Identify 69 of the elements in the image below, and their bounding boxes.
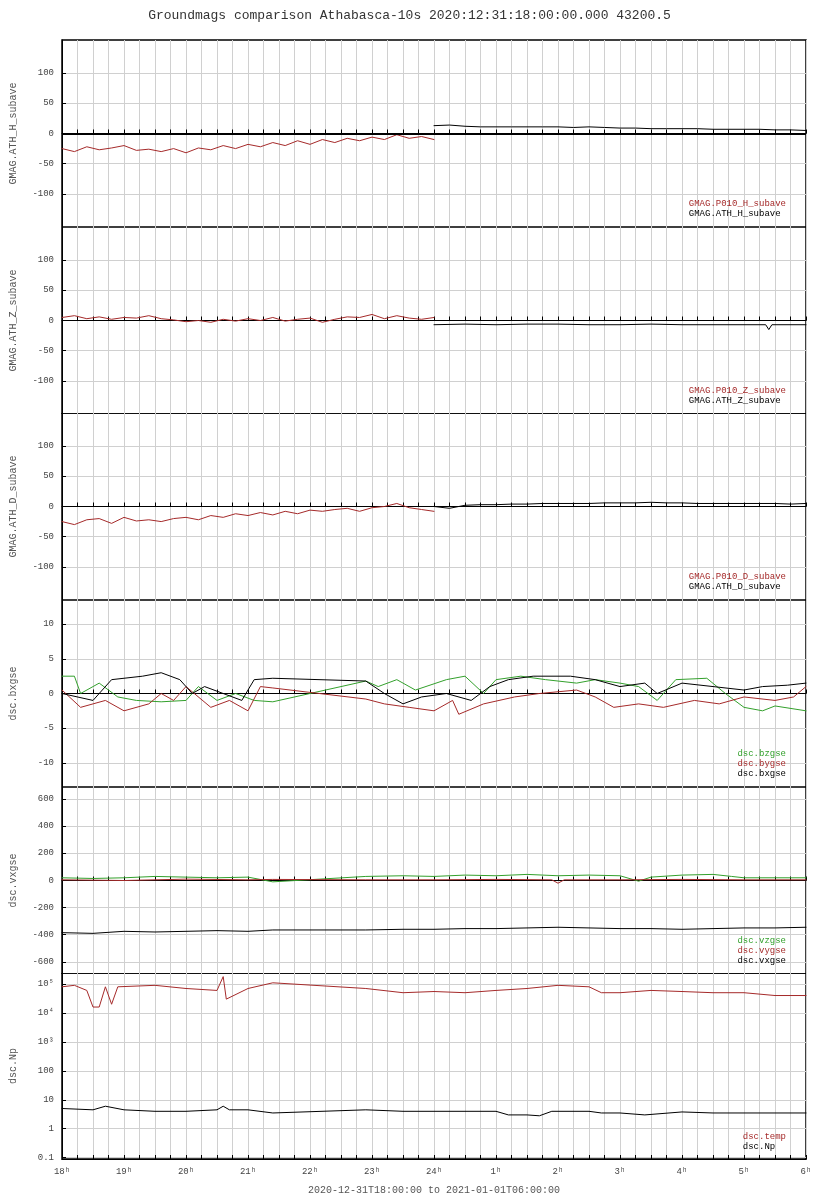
- x-tick-label: 19ʰ: [115, 1166, 133, 1177]
- y-tick-label: 0: [48, 501, 54, 512]
- x-tick-label: 24ʰ: [425, 1166, 443, 1177]
- y-tick-label: -50: [37, 158, 54, 169]
- x-axis-title: 2020-12-31T18:00:00 to 2021-01-01T06:00:00: [307, 1184, 561, 1196]
- text: dsc.vygse: [737, 945, 786, 956]
- y-tick-label: 10⁵: [37, 979, 54, 990]
- y-tick-label: -100: [32, 188, 54, 199]
- y-tick-label: 100: [37, 441, 54, 452]
- y-tick-label: 10: [43, 1095, 54, 1106]
- text: dsc.bxgse: [737, 768, 786, 779]
- y-tick-label: 5: [48, 653, 54, 664]
- y-tick-label: -400: [32, 929, 54, 940]
- x-tick-label: 22ʰ: [301, 1166, 319, 1177]
- x-tick-label: 4ʰ: [676, 1166, 688, 1177]
- chart-title: Groundmags comparison Athabasca-10s 2020:12:31:18:00:00.000 43200.5: [148, 8, 671, 23]
- text: GMAG.P010_H_subave: [688, 198, 786, 209]
- y-tick-label: -100: [32, 375, 54, 386]
- text: GMAG.ATH_H_subave: [688, 208, 781, 219]
- x-tick-label: 1ʰ: [490, 1166, 502, 1177]
- text: dsc.temp: [742, 1131, 787, 1142]
- y-tick-label: 10: [43, 619, 54, 630]
- x-tick-label: 18ʰ: [53, 1166, 71, 1177]
- y-tick-label: -10: [37, 757, 54, 768]
- y-tick-label: 0: [48, 128, 54, 139]
- text: dsc.vzgse: [737, 935, 786, 946]
- y-tick-label: 50: [43, 98, 54, 109]
- y-tick-label: -100: [32, 562, 54, 573]
- text: dsc.bzgse: [737, 748, 786, 759]
- y-tick-label: 400: [37, 820, 54, 831]
- x-tick-label: 20ʰ: [177, 1166, 195, 1177]
- x-tick-label: 2ʰ: [552, 1166, 564, 1177]
- y-tick-label: 600: [37, 793, 54, 804]
- y-axis-title: dsc.Np: [7, 1048, 19, 1085]
- x-tick-label: 6ʰ: [800, 1166, 812, 1177]
- y-axis-title: GMAG.ATH_Z_subave: [7, 269, 19, 372]
- y-tick-label: 0: [48, 875, 54, 886]
- text: GMAG.P010_Z_subave: [688, 385, 786, 396]
- y-tick-label: 0.1: [37, 1153, 54, 1163]
- y-axis-title: GMAG.ATH_D_subave: [7, 455, 19, 558]
- y-tick-label: -5: [43, 723, 54, 734]
- x-tick-label: 21ʰ: [239, 1166, 257, 1177]
- y-tick-label: 200: [37, 848, 54, 859]
- y-tick-label: 50: [43, 471, 54, 482]
- text: GMAG.ATH_Z_subave: [688, 395, 781, 406]
- y-tick-label: 10³: [37, 1037, 54, 1048]
- y-tick-label: 100: [37, 68, 54, 79]
- x-tick-label: 23ʰ: [363, 1166, 381, 1177]
- y-tick-label: 1: [48, 1124, 54, 1135]
- y-axis-title: GMAG.ATH_H_subave: [7, 82, 19, 185]
- y-axis-title: dsc.bxgse: [7, 666, 19, 721]
- y-tick-label: -200: [32, 902, 54, 913]
- y-tick-label: 10⁴: [37, 1007, 54, 1019]
- y-tick-label: 50: [43, 284, 54, 295]
- x-tick-label: 3ʰ: [614, 1166, 626, 1177]
- text: GMAG.ATH_D_subave: [688, 581, 781, 592]
- y-tick-label: -600: [32, 956, 54, 967]
- y-tick-label: 100: [37, 1066, 54, 1077]
- text: dsc.vxgse: [737, 955, 786, 966]
- y-axis-title: dsc.vxgse: [7, 853, 19, 908]
- x-tick-label: 5ʰ: [738, 1166, 750, 1177]
- y-tick-label: 0: [48, 315, 54, 326]
- y-tick-label: 100: [37, 254, 54, 265]
- y-tick-label: -50: [37, 345, 54, 356]
- text: dsc.bygse: [737, 758, 786, 769]
- text: dsc.Np: [742, 1141, 776, 1152]
- y-tick-label: 0: [48, 688, 54, 699]
- y-tick-label: -50: [37, 531, 54, 542]
- text: GMAG.P010_D_subave: [688, 571, 786, 582]
